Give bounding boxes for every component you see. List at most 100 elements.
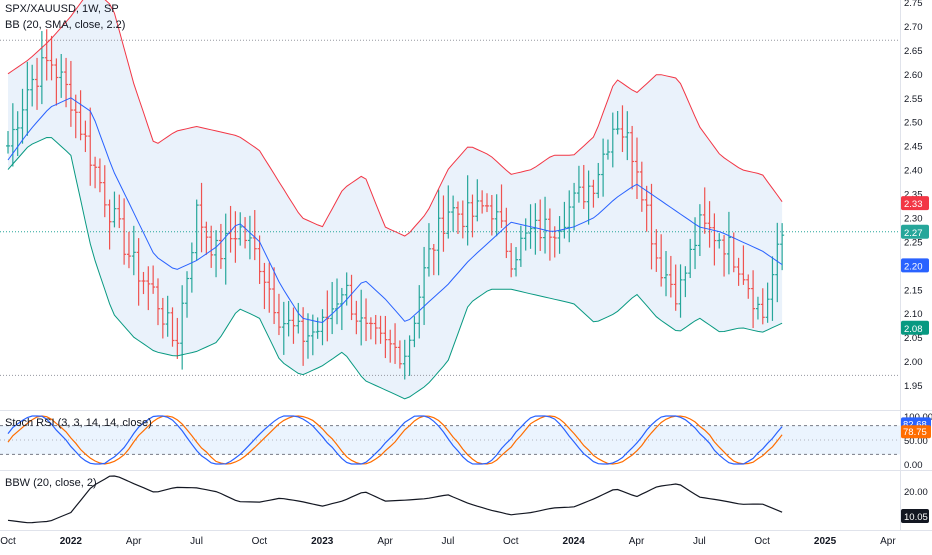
ohlc-bar[interactable] [88,107,93,186]
ohlc-bar[interactable] [107,199,112,250]
ohlc-bar[interactable] [78,90,83,141]
bbw-legend[interactable]: BBW (20, close, 2) [5,477,97,489]
ohlc-bar[interactable] [489,194,494,236]
ohlc-bar[interactable] [654,229,659,272]
ohlc-bar[interactable] [770,256,775,321]
ohlc-bar[interactable] [378,315,383,344]
ohlc-bar[interactable] [112,191,117,228]
ohlc-bar[interactable] [6,131,10,154]
ohlc-bar[interactable] [659,234,664,287]
ohlc-bar[interactable] [325,290,330,342]
ohlc-bar[interactable] [257,235,262,284]
ohlc-bar[interactable] [388,329,393,363]
ohlc-bar[interactable] [238,212,243,246]
ohlc-bar[interactable] [320,309,325,346]
ohlc-bar[interactable] [683,266,688,298]
ohlc-bar[interactable] [204,221,209,255]
bb-indicator-legend[interactable]: BB (20, SMA, close, 2.2) [5,19,126,31]
ohlc-bar[interactable] [722,235,727,277]
ohlc-bar[interactable] [59,53,64,98]
ohlc-bar[interactable] [291,307,296,344]
ohlc-bar[interactable] [480,190,485,214]
ohlc-bar[interactable] [296,302,301,334]
ohlc-bar[interactable] [630,125,635,190]
bb-upper-line[interactable] [7,0,783,237]
ohlc-bar[interactable] [126,231,131,269]
ohlc-bar[interactable] [310,314,315,356]
ohlc-bar[interactable] [678,264,683,318]
ohlc-bar[interactable] [175,317,180,359]
ohlc-bar[interactable] [15,111,20,156]
ohlc-bar[interactable] [73,94,78,139]
ohlc-bar[interactable] [610,112,615,168]
ohlc-bar[interactable] [760,288,765,325]
ohlc-bar[interactable] [35,57,40,110]
ohlc-bar[interactable] [523,218,528,251]
ohlc-bar[interactable] [97,158,102,193]
ohlc-bar[interactable] [349,274,354,321]
ohlc-bar[interactable] [267,262,272,313]
ohlc-bar[interactable] [49,35,54,81]
ohlc-bar[interactable] [185,271,190,318]
ohlc-bar[interactable] [533,203,538,255]
ohlc-bar[interactable] [514,247,519,277]
ohlc-bar[interactable] [736,257,741,286]
ohlc-bar[interactable] [543,196,548,254]
ohlc-bar[interactable] [460,200,465,239]
ohlc-bar[interactable] [436,189,441,276]
ohlc-bar[interactable] [383,315,388,359]
ohlc-bar[interactable] [591,179,596,208]
ohlc-bar[interactable] [702,187,707,234]
ohlc-bar[interactable] [180,285,185,370]
ohlc-bar[interactable] [693,217,698,270]
ohlc-bar[interactable] [39,31,44,105]
ohlc-bar[interactable] [315,317,320,339]
ohlc-bar[interactable] [146,266,151,311]
ohlc-bar[interactable] [475,179,480,222]
ohlc-bar[interactable] [122,198,127,265]
ohlc-bar[interactable] [717,233,722,249]
ohlc-bar[interactable] [431,243,436,276]
ohlc-bar[interactable] [664,251,669,297]
ohlc-bar[interactable] [668,255,673,298]
ohlc-bar[interactable] [707,201,712,248]
ohlc-bar[interactable] [64,57,69,108]
ohlc-bar[interactable] [465,175,470,246]
ohlc-bar[interactable] [199,182,204,253]
ohlc-bar[interactable] [644,185,649,232]
ohlc-bar[interactable] [301,307,306,366]
ohlc-bar[interactable] [441,195,446,252]
bb-basis-line[interactable] [7,97,783,324]
ohlc-bar[interactable] [393,323,398,364]
ohlc-bar[interactable] [688,238,693,279]
ohlc-bar[interactable] [136,238,141,306]
ohlc-bar[interactable] [209,225,214,268]
ohlc-bar[interactable] [247,215,252,260]
stoch-rsi-legend[interactable]: Stoch RSI (3, 3, 14, 14, close) [5,417,152,429]
stoch-d-line[interactable] [7,415,783,465]
ohlc-bar[interactable] [499,184,504,228]
ohlc-bar[interactable] [596,162,601,199]
ohlc-bar[interactable] [214,230,219,278]
ohlc-bar[interactable] [54,58,59,106]
ohlc-bar[interactable] [339,287,344,331]
ohlc-bar[interactable] [422,246,427,325]
ohlc-bar[interactable] [170,307,175,347]
ohlc-bar[interactable] [233,211,238,263]
ohlc-bar[interactable] [412,316,417,348]
ohlc-bar[interactable] [712,213,717,266]
ohlc-bar[interactable] [194,199,199,261]
ohlc-bar[interactable] [165,295,170,337]
ohlc-bar[interactable] [93,156,98,189]
ohlc-bar[interactable] [155,278,160,326]
ohlc-bar[interactable] [281,301,286,355]
ohlc-bar[interactable] [44,29,49,81]
ohlc-bar[interactable] [509,243,514,278]
ohlc-bar[interactable] [330,281,335,335]
ohlc-bar[interactable] [634,137,639,200]
ohlc-bar[interactable] [741,245,746,285]
ohlc-bar[interactable] [649,183,654,270]
ohlc-bar[interactable] [407,335,412,376]
ohlc-bar[interactable] [272,267,277,325]
